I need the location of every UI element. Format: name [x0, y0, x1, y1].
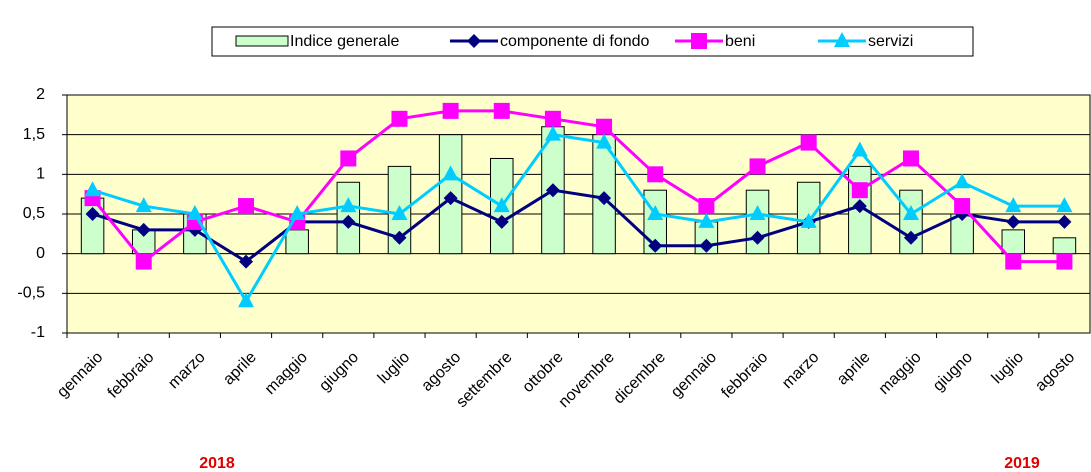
x-tick-label: giugno	[930, 349, 976, 395]
point	[596, 133, 613, 149]
legend-marker	[467, 34, 481, 48]
point	[391, 110, 408, 127]
point	[1057, 214, 1072, 229]
x-tick-label: novembre	[556, 349, 618, 411]
point	[698, 212, 715, 228]
point	[186, 205, 203, 220]
x-tick-label: agosto	[418, 349, 464, 395]
point	[85, 207, 100, 221]
point	[544, 110, 561, 127]
y-tick-label: 2	[36, 86, 45, 103]
point	[1056, 197, 1073, 213]
point	[648, 238, 663, 253]
point	[84, 181, 101, 197]
point	[749, 158, 766, 175]
point	[800, 212, 817, 228]
x-tick-label: maggio	[876, 349, 925, 398]
x-tick-label: maggio	[262, 349, 311, 398]
bar	[1052, 237, 1077, 255]
point	[136, 222, 151, 237]
point	[903, 230, 918, 245]
point	[135, 197, 152, 213]
point	[289, 205, 306, 220]
point	[494, 214, 509, 229]
point	[135, 253, 152, 270]
point	[852, 199, 867, 214]
x-tick-label: febbraio	[105, 349, 158, 402]
point	[442, 102, 459, 119]
x-tick-label: marzo	[165, 349, 209, 393]
point	[647, 205, 664, 220]
point	[954, 173, 971, 189]
point	[340, 197, 357, 213]
year-label: 2018	[199, 455, 235, 472]
x-tick-label: agosto	[1032, 349, 1078, 395]
bar	[285, 229, 309, 255]
point	[902, 150, 919, 167]
x-tick-label: luglio	[989, 349, 1028, 388]
x-tick-label: dicembre	[610, 349, 669, 408]
point	[340, 150, 357, 167]
point	[238, 198, 255, 215]
line	[91, 109, 1065, 264]
point	[699, 238, 714, 253]
bar	[1001, 229, 1026, 255]
point	[954, 198, 971, 215]
legend-marker	[834, 32, 850, 47]
point	[1005, 197, 1022, 213]
point	[851, 182, 868, 199]
legend-label: componente di fondo	[500, 33, 650, 50]
point	[239, 254, 254, 269]
x-tick-label: marzo	[779, 349, 823, 393]
point	[1056, 253, 1073, 270]
point	[545, 183, 560, 198]
point	[1005, 253, 1022, 270]
point	[902, 205, 919, 220]
year-label: 2019	[1004, 455, 1040, 472]
line	[92, 133, 1065, 305]
x-tick-label: ottobre	[519, 349, 566, 396]
point	[851, 141, 868, 157]
y-tick-label: 0	[36, 245, 45, 262]
x-tick-label: giugno	[316, 349, 362, 395]
legend-marker	[691, 33, 707, 49]
point	[392, 230, 407, 245]
line	[92, 188, 1065, 264]
point	[391, 205, 408, 220]
x-tick-label: gennaio	[668, 349, 720, 401]
point	[647, 166, 664, 183]
legend-label: beni	[725, 33, 755, 50]
legend-label: Indice generale	[290, 33, 400, 50]
point	[493, 197, 510, 213]
y-tick-label: 1,5	[23, 126, 45, 143]
point	[597, 191, 612, 206]
point	[698, 198, 715, 215]
point	[750, 230, 765, 245]
point	[238, 292, 255, 308]
legend-label: servizi	[868, 33, 913, 50]
point	[544, 125, 561, 141]
point	[443, 191, 458, 206]
point	[442, 165, 459, 181]
y-tick-label: -0,5	[17, 285, 45, 302]
y-tick-label: 1	[36, 166, 45, 183]
point	[341, 214, 356, 229]
x-tick-label: luglio	[375, 349, 414, 388]
x-tick-label: aprile	[834, 349, 874, 389]
point	[493, 102, 510, 119]
x-tick-label: aprile	[220, 349, 260, 389]
point	[1006, 214, 1021, 229]
y-tick-label: 0,5	[23, 205, 45, 222]
x-tick-label: settembre	[453, 349, 515, 411]
legend-swatch	[235, 35, 289, 47]
point	[749, 205, 766, 220]
x-tick-label: gennaio	[54, 349, 106, 401]
point	[800, 134, 817, 151]
y-tick-label: -1	[31, 324, 45, 341]
point	[596, 118, 613, 135]
x-tick-label: febbraio	[718, 349, 771, 402]
